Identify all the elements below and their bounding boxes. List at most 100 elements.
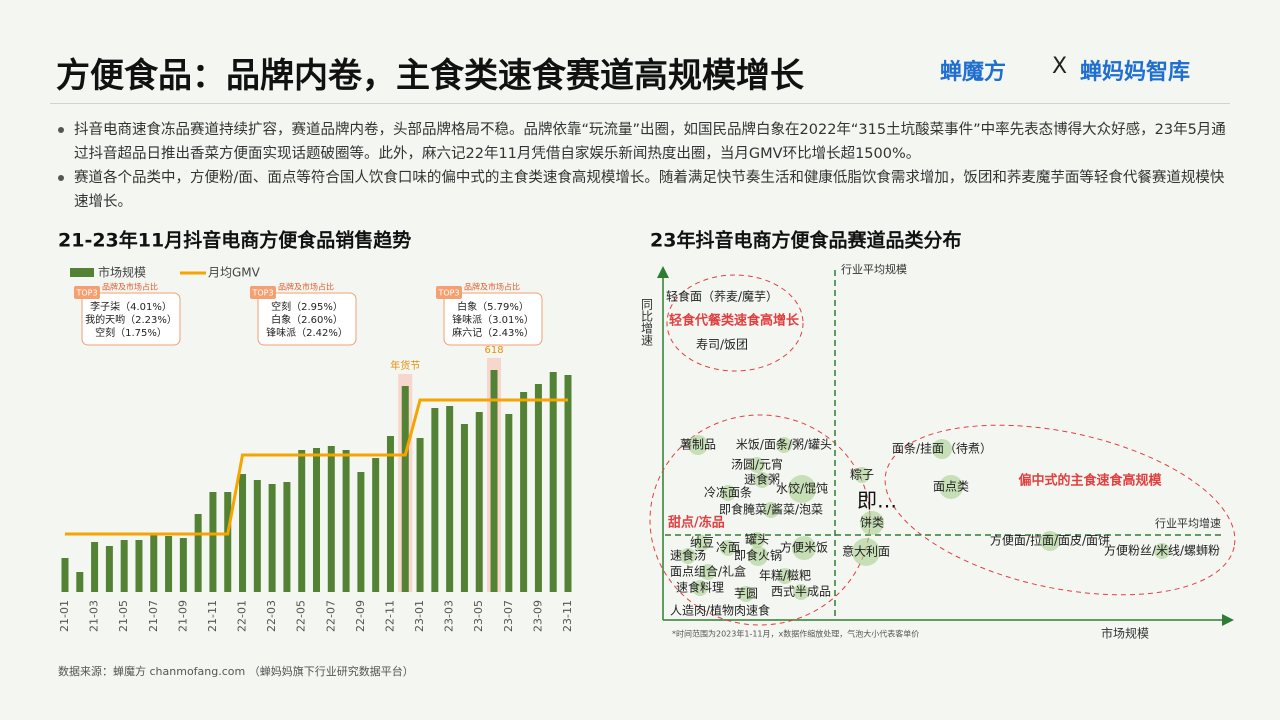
bar	[253, 480, 261, 592]
x-tick-label: 21-01	[58, 600, 71, 632]
annotation-tag	[436, 286, 462, 299]
annotation-item: 锋味派（3.01%）	[452, 313, 534, 326]
bar	[505, 414, 513, 592]
annotation-tag-text: TOP3	[437, 289, 459, 298]
annotation-item: 白象（5.79%）	[457, 300, 529, 313]
bubble-label: 速食料理	[676, 580, 724, 595]
bubble-label: 汤圆/元宵	[731, 457, 783, 472]
bubble-label: 即食腌菜/酱菜/泡菜	[719, 502, 823, 517]
annotation-box	[443, 292, 543, 346]
bar	[283, 482, 291, 592]
bar	[520, 392, 528, 592]
bubble-label: 冷面	[716, 541, 740, 555]
bar	[76, 572, 84, 592]
x-tick-label: 21-07	[147, 600, 160, 632]
bubble	[680, 548, 696, 564]
bubble	[854, 467, 870, 483]
y-axis-label: 同比增速	[640, 298, 654, 346]
bubble-label: 芋圆	[734, 587, 758, 601]
bubble	[852, 538, 880, 566]
bar	[61, 558, 69, 592]
bubble	[763, 502, 779, 518]
bar	[239, 474, 247, 592]
bar	[165, 536, 173, 592]
bubble	[694, 535, 710, 551]
x-tick-label: 22-05	[295, 600, 308, 632]
bar	[446, 406, 454, 592]
bullet: 抖音电商速食冻品赛道持续扩容，赛道品牌内卷，头部品牌格局不稳。品牌依靠“玩流量”…	[58, 118, 1228, 166]
bubble-label: 罐头	[745, 533, 769, 547]
bubble-label: 即食火锅	[734, 548, 782, 563]
x-tick-label: 22-03	[265, 600, 278, 632]
bar	[372, 458, 380, 592]
annotation-item: 麻六记（2.43%）	[452, 326, 534, 339]
x-tick-label: 23-11	[561, 600, 574, 632]
bubble-label: 寿司/饭团	[696, 338, 748, 352]
bubble-label: 速食粥	[744, 472, 780, 487]
x-tick-label: 23-09	[531, 600, 544, 632]
bubble	[754, 472, 770, 488]
bubble-label: 面条/挂面（待煮）	[892, 442, 992, 456]
reference-label: 行业平均规模	[841, 262, 907, 276]
bubble	[777, 568, 793, 584]
bar	[534, 384, 542, 592]
highlight-label: 618	[484, 345, 503, 356]
x-tick-label: 21-05	[117, 600, 130, 632]
bubble-label: 冷冻面条	[704, 485, 752, 500]
bar	[490, 370, 498, 592]
bar	[401, 386, 409, 592]
bubble	[1154, 543, 1170, 559]
legend-label: 市场规模	[98, 265, 146, 280]
bar	[105, 546, 113, 592]
annotation-caption: 品牌及市场占比	[102, 282, 158, 292]
bar	[327, 446, 335, 592]
bubble-label: 米饭/面条/粥/罐头	[736, 438, 832, 452]
logo-sep: X	[1052, 54, 1068, 79]
bar	[194, 514, 202, 592]
group-label: 偏中式的主食速食高规模	[1018, 473, 1162, 489]
bubble	[788, 475, 816, 503]
x-tick-label: 23-05	[472, 600, 485, 632]
bubble	[738, 586, 754, 602]
bubble	[860, 511, 884, 535]
bubble-label: 纳豆	[690, 536, 714, 550]
annotation: 即…	[857, 489, 897, 513]
bubble-label: 饼类	[860, 516, 884, 530]
chart-title: 21-23年11月抖音电商方便食品销售趋势	[58, 229, 411, 252]
bar	[209, 492, 217, 592]
bubble	[793, 584, 809, 600]
group-ellipse	[884, 424, 1236, 596]
bar	[475, 412, 483, 592]
bubble-label: 方便米饭	[780, 540, 828, 555]
legend-label: 月均GMV	[208, 266, 261, 280]
annotation-box	[81, 292, 181, 346]
annotation-item: 空刻（2.95%）	[271, 300, 343, 313]
annotation-item: 空刻（1.75%）	[95, 326, 167, 339]
annotation-box	[257, 292, 357, 346]
bubble-label: 方便粉丝/米线/螺蛳粉	[1104, 543, 1220, 558]
annotation-caption: 品牌及市场占比	[278, 282, 334, 292]
bar	[313, 448, 320, 592]
bubble-label: 方便面/拉面/面皮/面饼	[990, 533, 1110, 548]
x-tick-label: 21-11	[206, 600, 219, 632]
bubble	[749, 532, 765, 548]
x-tick-label: 22-01	[236, 600, 249, 632]
bullets: 抖音电商速食冻品赛道持续扩容，赛道品牌内卷，头部品牌格局不稳。品牌依靠“玩流量”…	[58, 118, 1228, 214]
bubble	[688, 435, 708, 455]
source: 数据来源：蝉魔方 chanmofang.com （蝉妈妈旗下行业研究数据平台）	[58, 664, 414, 678]
bar	[298, 450, 306, 592]
bubble-label: 薯制品	[680, 438, 716, 452]
logo-right: 蝉妈妈智库	[1080, 60, 1191, 85]
annotation-tag-text: TOP3	[75, 289, 97, 298]
logo-left: 蝉魔方	[940, 60, 1007, 85]
x-tick-label: 21-09	[176, 600, 189, 632]
line	[65, 398, 568, 536]
annotation-tag-text: TOP3	[251, 289, 273, 298]
annotation-item: 锋味派（2.42%）	[266, 326, 348, 339]
bar	[135, 540, 143, 592]
bubble	[720, 485, 736, 501]
annotation-item: 白象（2.60%）	[271, 313, 343, 326]
bubble-label: 人造肉/植物肉速食	[670, 603, 770, 618]
bar	[549, 372, 557, 592]
